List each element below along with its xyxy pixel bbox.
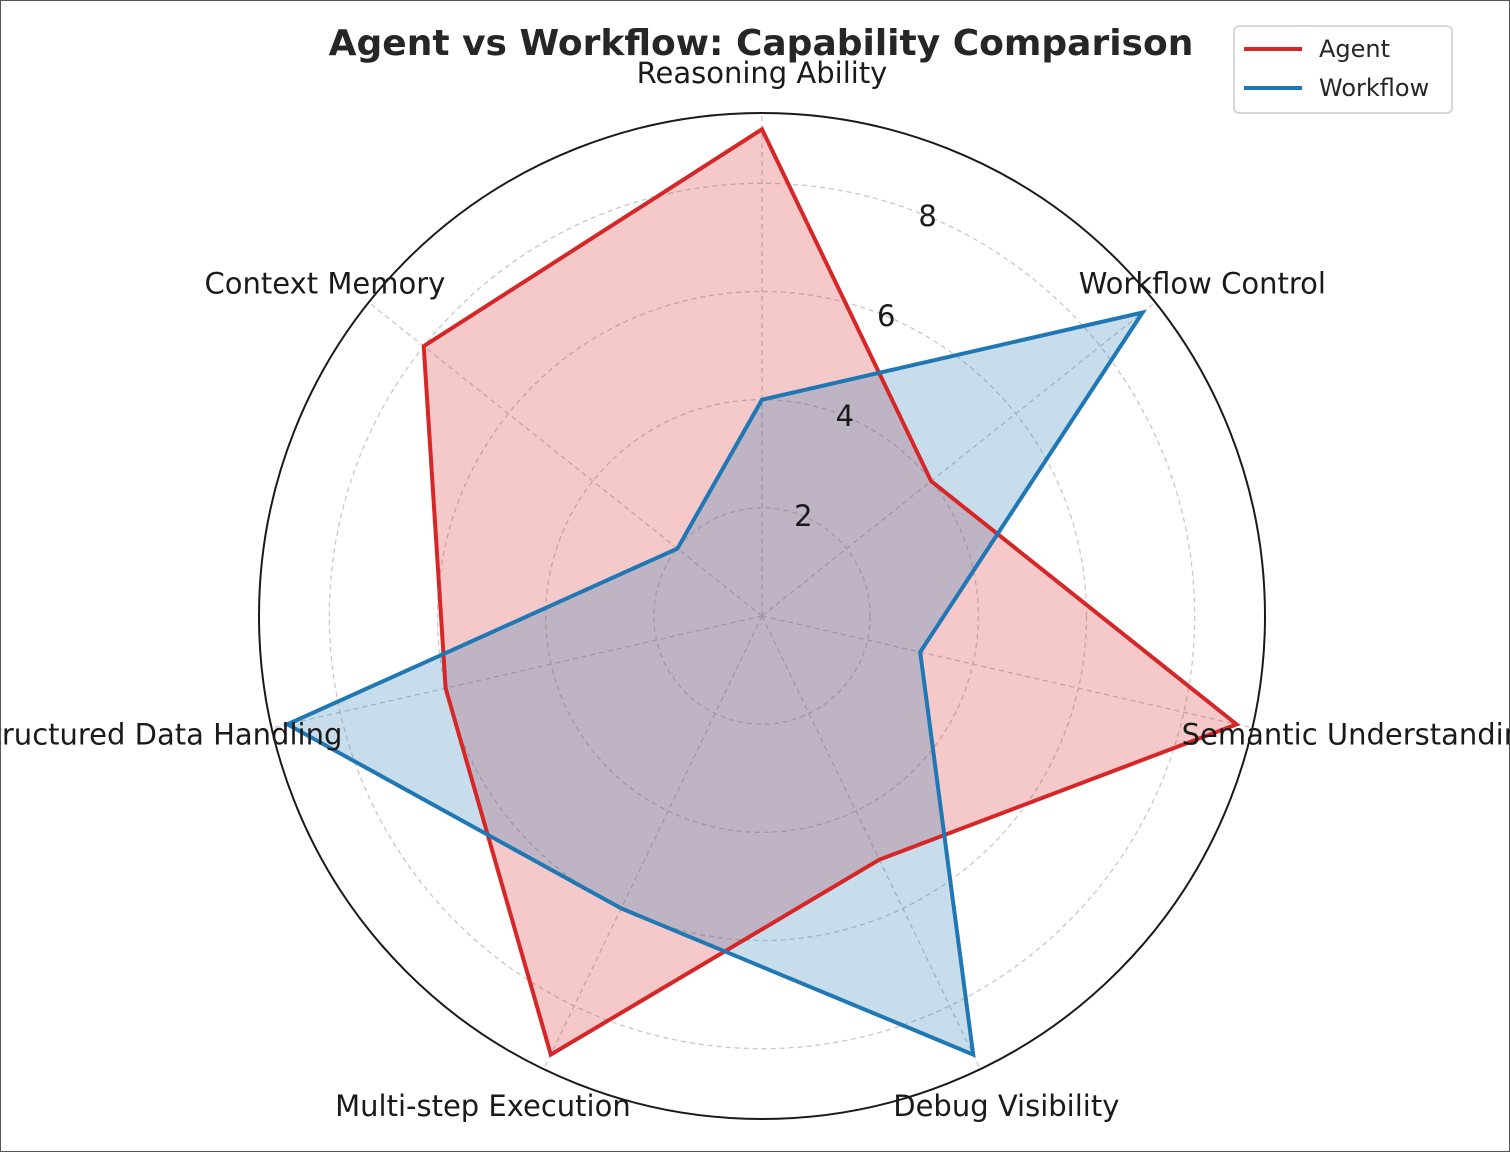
axis-label-structured-data-handling: Structured Data Handling (1, 718, 342, 752)
r-tick-label: 6 (877, 299, 895, 333)
legend-label-agent: Agent (1319, 35, 1390, 63)
axis-label-layer: 2 4 6 8 Reasoning Ability Workflow Control Sem… (1, 56, 1510, 1123)
r-tick-label: 8 (918, 199, 936, 233)
axis-label-semantic-understanding: Semantic Understanding (1182, 718, 1510, 752)
polar-frame (258, 112, 1266, 1120)
grid-spoke (761, 615, 981, 1070)
grid-ring-6 (436, 290, 1088, 942)
r-tick-label: 2 (794, 499, 812, 533)
grid-spoke (368, 301, 763, 617)
axis-label-context-memory: Context Memory (205, 267, 446, 301)
series-layer (282, 126, 1241, 1058)
axis-label-reasoning-ability: Reasoning Ability (637, 56, 888, 90)
series-line-agent (421, 126, 1241, 1058)
series-area-agent (423, 129, 1237, 1055)
legend-label-workflow: Workflow (1319, 74, 1429, 102)
grid-layer (258, 112, 1266, 1120)
series-area-workflow (287, 312, 1143, 1055)
axis-label-workflow-control: Workflow Control (1079, 267, 1326, 301)
grid-spoke (271, 615, 763, 729)
chart-title: Agent vs Workflow: Capability Comparison (329, 23, 1194, 64)
grid-ring-2 (653, 507, 871, 725)
axis-label-multi-step-execution: Multi-step Execution (335, 1089, 631, 1123)
grid-spoke (761, 301, 1156, 617)
axis-label-debug-visibility: Debug Visibility (893, 1089, 1119, 1123)
grid-spoke (543, 615, 763, 1070)
r-tick-label: 4 (836, 399, 854, 433)
legend: Agent Workflow (1233, 25, 1453, 114)
grid-spoke (761, 615, 1253, 729)
series-line-workflow (282, 309, 1147, 1058)
